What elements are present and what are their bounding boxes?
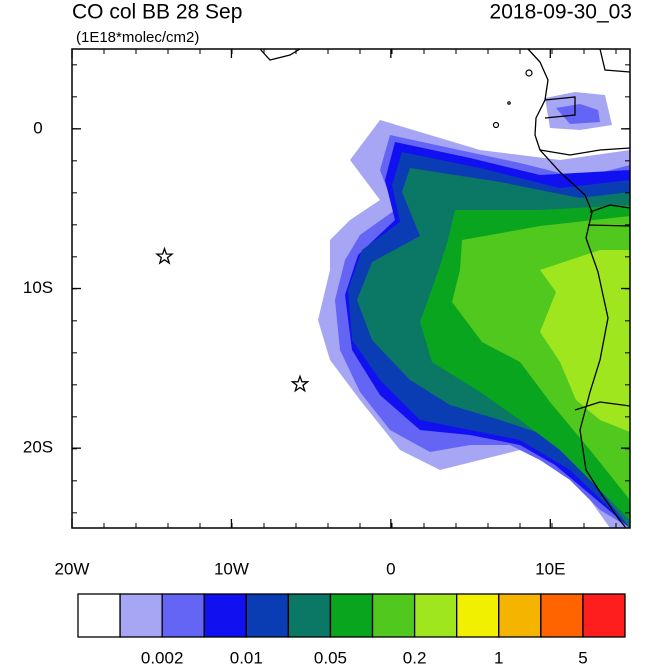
border [544, 96, 576, 119]
y-tick-label: 20S [23, 438, 53, 457]
border [587, 224, 631, 227]
border [574, 401, 631, 411]
y-tick-label: 0 [33, 118, 42, 137]
x-tick-label: 0 [386, 559, 395, 578]
islands [492, 69, 533, 129]
date: 2018-09-30_03 [490, 1, 632, 24]
star-marker [290, 374, 310, 393]
x-tick-label: 10W [214, 559, 249, 578]
colorbar-box [245, 593, 290, 638]
colorbar-label: 0.2 [403, 648, 427, 667]
x-tick-label: 20W [55, 559, 90, 578]
colorbar-box [371, 593, 416, 638]
colorbar-label: 0.002 [141, 648, 184, 667]
colorbar-label: 5 [578, 648, 587, 667]
x-tick-label: 10E [535, 559, 565, 578]
title: CO col BB 28 Sep [72, 1, 242, 24]
colorbar-box [413, 593, 458, 638]
colorbar-box [540, 593, 584, 638]
island [492, 121, 500, 129]
fill-north-inner [556, 104, 600, 124]
colorbar-box [582, 593, 626, 638]
island [507, 101, 511, 105]
star-marker [155, 246, 174, 265]
colorbar-label: 0.01 [230, 648, 263, 667]
border [589, 204, 631, 213]
border [599, 48, 631, 73]
colorbar-box [287, 593, 332, 638]
y-tick-label: 10S [23, 278, 53, 297]
subtitle: (1E18*molec/cm2) [76, 29, 199, 46]
border [539, 147, 631, 156]
colorbar-box [329, 593, 374, 638]
colorbar-box [161, 593, 205, 638]
border [259, 48, 301, 61]
plume-fills [318, 92, 630, 528]
island [525, 69, 533, 77]
colorbar-label: 1 [494, 648, 503, 667]
colorbar-box [119, 593, 163, 638]
colorbar-label: 0.05 [314, 648, 347, 667]
colorbar-box [498, 593, 542, 638]
fill-level-8 [540, 250, 630, 432]
colorbar-box [456, 593, 500, 638]
colorbar-box [77, 593, 121, 638]
coastlines [259, 48, 631, 529]
colorbar-box [203, 593, 247, 638]
